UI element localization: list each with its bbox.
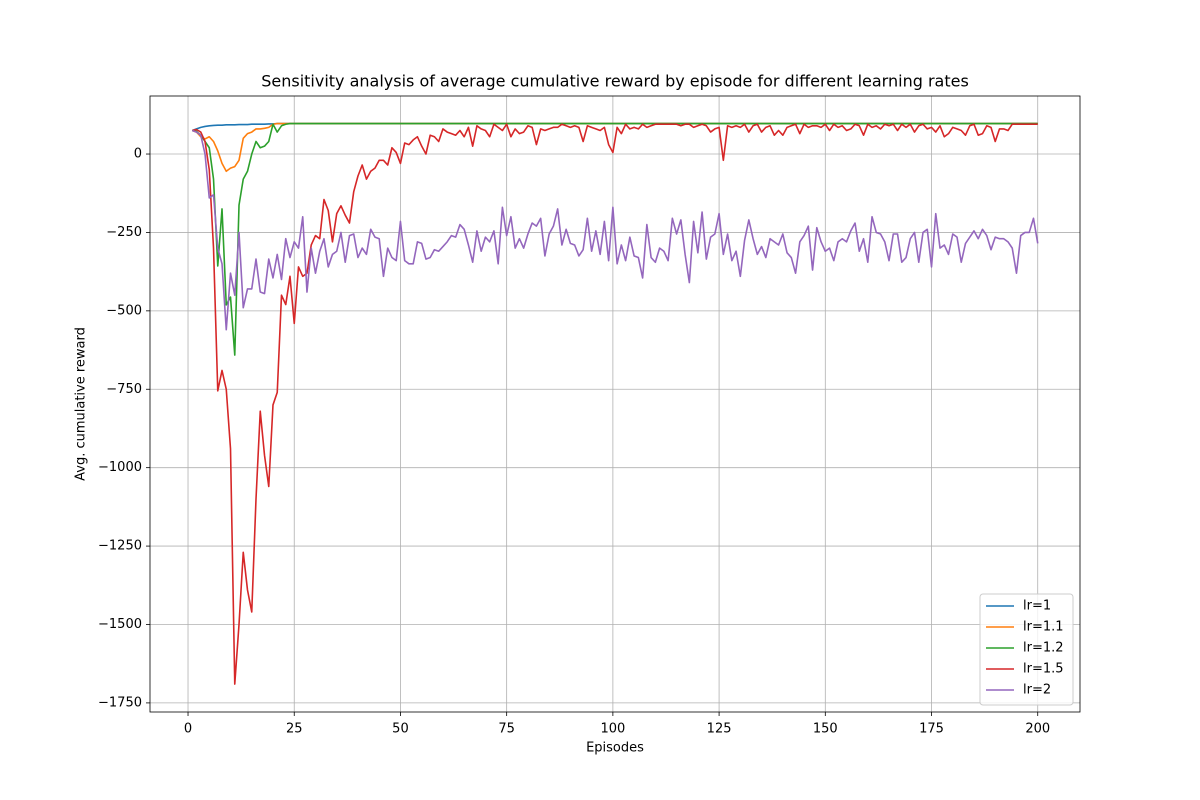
- y-tick-label: −250: [106, 225, 142, 240]
- x-axis-label: Episodes: [586, 741, 644, 756]
- plot-frame: [149, 95, 1081, 713]
- x-tick-label: 0: [184, 722, 192, 737]
- x-tick-label: 50: [392, 722, 409, 737]
- legend-label: lr=1: [1023, 599, 1051, 614]
- y-tick-label: −1250: [98, 539, 142, 554]
- x-tick-label: 150: [813, 722, 838, 737]
- x-tick-label: 25: [286, 722, 303, 737]
- y-tick-label: −750: [106, 382, 142, 397]
- x-tick-label: 125: [707, 722, 732, 737]
- y-axis-label: Avg. cumulative reward: [74, 327, 89, 481]
- x-tick-label: 75: [498, 722, 515, 737]
- legend-label: lr=2: [1023, 683, 1051, 698]
- x-tick-label: 200: [1025, 722, 1050, 737]
- y-tick-label: 0: [134, 147, 142, 162]
- legend-label: lr=1.5: [1023, 662, 1064, 677]
- y-tick-label: −1750: [98, 695, 142, 710]
- x-tick-label: 100: [600, 722, 625, 737]
- x-tick-label: 175: [919, 722, 944, 737]
- y-tick-label: −1500: [98, 617, 142, 632]
- line-series: [191, 129, 1039, 331]
- legend-box: [979, 593, 1074, 706]
- legend-label: lr=1.1: [1023, 620, 1064, 635]
- y-tick-label: −1000: [98, 460, 142, 475]
- chart-title: Sensitivity analysis of average cumulati…: [261, 72, 969, 91]
- plot-area: [191, 122, 1039, 685]
- line-series: [192, 122, 1038, 356]
- legend-label: lr=1.2: [1023, 641, 1064, 656]
- y-tick-label: −500: [106, 303, 142, 318]
- line-series: [192, 123, 1038, 685]
